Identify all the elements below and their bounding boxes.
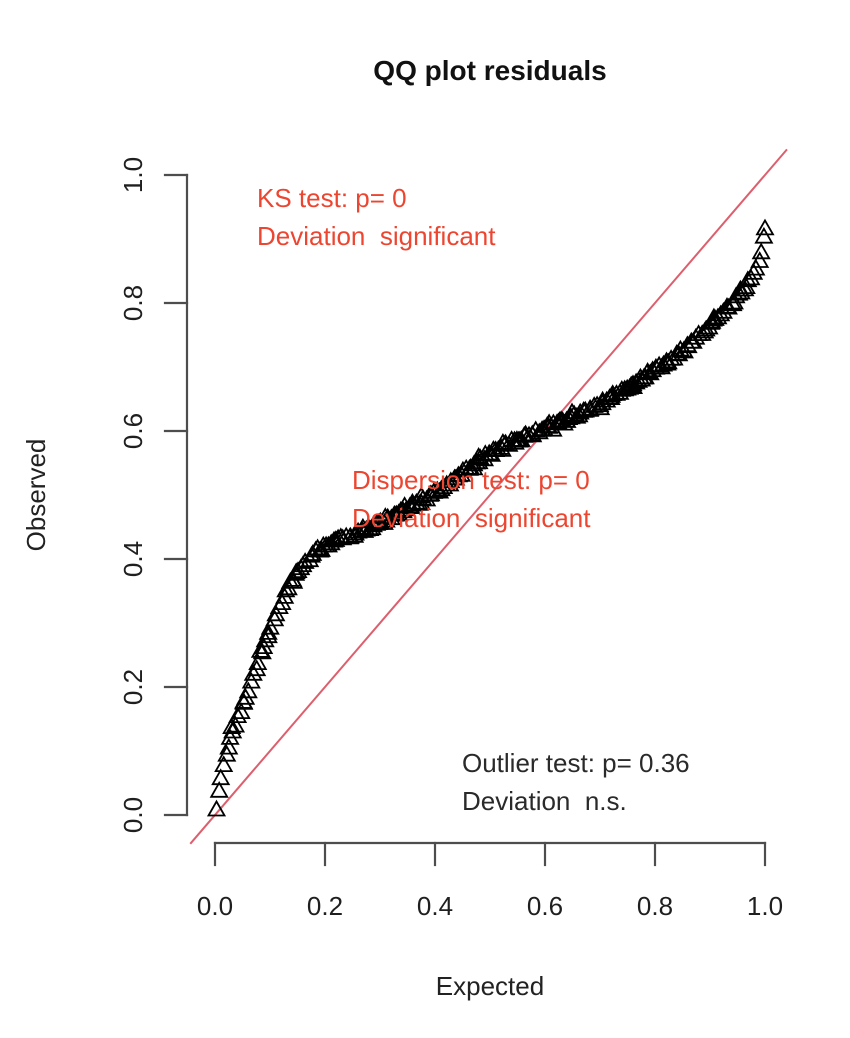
data-points-triangle-band	[206, 218, 775, 817]
x-tick-label: 0.6	[527, 891, 563, 921]
reference-line-identity	[189, 148, 788, 845]
y-tick-label: 0.4	[118, 541, 148, 577]
axes: 0.0 0.2 0.4 0.6 0.8 1.0 0.0 0.2 0.4 0.6 0.8 1.0	[118, 157, 783, 921]
outlier-test-line1: Outlier test: p= 0.36	[462, 748, 690, 778]
x-axis-label: Expected	[436, 971, 544, 1001]
chart-title: QQ plot residuals	[373, 55, 606, 86]
x-tick-label: 0.8	[637, 891, 673, 921]
y-tick-label: 0.0	[118, 797, 148, 833]
x-tick-label: 0.4	[417, 891, 453, 921]
dispersion-test-line1: Dispersion test: p= 0	[352, 465, 590, 495]
y-tick-label: 1.0	[118, 157, 148, 193]
dispersion-test-line2: Deviation significant	[352, 503, 591, 533]
ks-test-line2: Deviation significant	[257, 221, 496, 251]
y-tick-label: 0.2	[118, 669, 148, 705]
y-axis-label: Observed	[21, 439, 51, 552]
y-tick-label: 0.6	[118, 413, 148, 449]
ks-test-line1: KS test: p= 0	[257, 183, 407, 213]
x-tick-label: 0.0	[197, 891, 233, 921]
test-annotations: KS test: p= 0 Deviation significant Disper…	[257, 183, 690, 816]
y-tick-label: 0.8	[118, 285, 148, 321]
triangle-markers-path	[206, 218, 775, 817]
x-tick-label: 0.2	[307, 891, 343, 921]
x-tick-label: 1.0	[747, 891, 783, 921]
outlier-test-line2: Deviation n.s.	[462, 786, 627, 816]
